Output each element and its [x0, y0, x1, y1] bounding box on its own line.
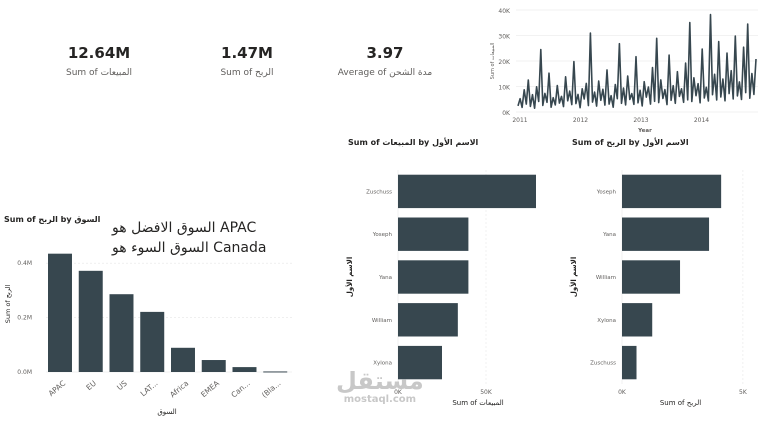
- hbar-bar: [398, 303, 458, 337]
- line-y-tick-label: 20K: [498, 59, 511, 66]
- line-x-tick-label: 2012: [573, 117, 588, 124]
- sales-line-chart[interactable]: 0K 10K 20K 30K 40K 2011 2012 2013 2014 Year Sum of…: [486, 0, 766, 134]
- profit-by-name-title: Sum of الربح by الاسم الأول: [572, 138, 689, 147]
- sales-by-name-title: Sum of المبيعات by الاسم الأول: [348, 138, 479, 147]
- vbar-bar: [48, 253, 72, 372]
- vbar-bar: [201, 360, 226, 372]
- line-x-axis-title: Year: [637, 128, 652, 134]
- hbar-bar: [398, 260, 469, 294]
- hbar-x-tick-label: 0K: [394, 389, 403, 396]
- hbar-category-label: Xylona: [597, 318, 616, 324]
- vbar-y-axis-title: Sum of الربح: [4, 285, 12, 324]
- hbar-category-label: Zuschuss: [366, 189, 392, 195]
- line-y-tick-label: 0K: [502, 110, 511, 117]
- kpi-shipping-value: 3.97: [366, 44, 404, 62]
- hbar-category-label: Yana: [378, 275, 392, 281]
- worst-market-note: السوق السوء هو Canada: [112, 240, 267, 256]
- kpi-shipping-label: Average of مدة الشحن: [337, 68, 433, 78]
- hbar-x-axis-title: Sum of الربح: [660, 399, 701, 407]
- line-x-tick-label: 2014: [694, 117, 709, 124]
- hbar-bar: [398, 174, 536, 209]
- profit-by-market-chart[interactable]: 0.0M 0.2M 0.4M APAC EU US LAT... Africa EMEA Can.…: [0, 226, 300, 420]
- hbar-bar: [622, 217, 710, 251]
- hbar-category-label: William: [372, 318, 392, 324]
- watermark-url: mostaql.com: [343, 394, 417, 405]
- vbar-bar: [232, 367, 257, 372]
- vbar-category-label: EU: [84, 379, 98, 392]
- line-y-axis-title: Sum of المبيعات: [490, 43, 496, 80]
- vbar-y-tick-label: 0.0M: [17, 369, 32, 376]
- hbar-x-axis-title: Sum of المبيعات: [452, 399, 503, 407]
- line-y-tick-label: 10K: [498, 85, 511, 92]
- kpi-profit-value: 1.47M: [221, 44, 273, 62]
- hbar-bar: [622, 345, 637, 380]
- watermark-logo: مستقل: [336, 367, 424, 395]
- line-x-tick-label: 2013: [633, 117, 648, 124]
- hbar-bar: [398, 345, 442, 380]
- vbar-category-label: Can...: [229, 379, 251, 400]
- hbar-category-label: Xylona: [373, 361, 392, 367]
- hbar-category-label: William: [596, 275, 616, 281]
- hbar-x-tick-label: 5K: [739, 389, 748, 396]
- kpi-profit: 1.47M Sum of الربح: [172, 44, 322, 78]
- hbar-x-tick-label: 0K: [618, 389, 627, 396]
- vbar-y-tick-label: 0.2M: [17, 315, 32, 322]
- hbar-bar: [398, 217, 469, 251]
- vbar-category-label: US: [115, 378, 129, 392]
- line-y-tick-label: 30K: [498, 34, 511, 41]
- vbar-bar: [109, 294, 134, 372]
- sales-by-name-chart[interactable]: 0K 50K Zuschuss Yoseph Yana William Xylona Sum …: [336, 150, 536, 422]
- kpi-shipping: 3.97 Average of مدة الشحن: [310, 44, 460, 78]
- line-y-tick-label: 40K: [498, 8, 511, 15]
- vbar-category-label: Africa: [168, 379, 190, 400]
- hbar-category-label: Zuschuss: [590, 361, 616, 367]
- sales-series-line: [517, 13, 757, 109]
- profit-by-market-title: Sum of الربح by السوق: [4, 215, 101, 224]
- best-market-note: السوق الافضل هو APAC: [112, 220, 257, 236]
- kpi-profit-label: Sum of الربح: [220, 68, 274, 78]
- hbar-category-label: Yoseph: [596, 189, 617, 195]
- kpi-sales: 12.64M Sum of المبيعات: [24, 44, 174, 78]
- vbar-bar: [171, 347, 195, 372]
- market-annotation: السوق الافضل هو APAC السوق السوء هو Cana…: [112, 218, 266, 258]
- hbar-bar: [622, 303, 653, 337]
- hbar-category-label: Yoseph: [372, 232, 393, 238]
- hbar-x-tick-label: 50K: [480, 389, 493, 396]
- line-x-tick-label: 2011: [512, 117, 527, 124]
- vbar-bar: [78, 270, 103, 372]
- hbar-category-label: Yana: [602, 232, 616, 238]
- profit-by-name-chart[interactable]: 0K 5K Yoseph Yana William Xylona Zuschuss Sum o…: [560, 150, 752, 422]
- vbar-category-label: LAT...: [139, 379, 160, 399]
- mostaql-watermark: مستقل mostaql.com: [336, 368, 424, 405]
- vbar-category-label: (Bla...: [260, 379, 283, 400]
- vbar-bar: [140, 311, 165, 372]
- hbar-bar: [622, 260, 681, 294]
- vbar-category-label: APAC: [47, 379, 68, 398]
- vbar-x-axis-title: السوق: [157, 408, 176, 416]
- vbar-y-tick-label: 0.4M: [17, 260, 32, 267]
- kpi-sales-label: Sum of المبيعات: [65, 68, 133, 78]
- kpi-sales-value: 12.64M: [67, 44, 131, 62]
- vbar-category-label: EMEA: [199, 378, 222, 399]
- hbar-y-axis-title: الاسم الأول: [345, 257, 354, 297]
- hbar-y-axis-title: الاسم الأول: [569, 257, 578, 297]
- vbar-bar: [263, 371, 288, 373]
- hbar-bar: [622, 174, 722, 209]
